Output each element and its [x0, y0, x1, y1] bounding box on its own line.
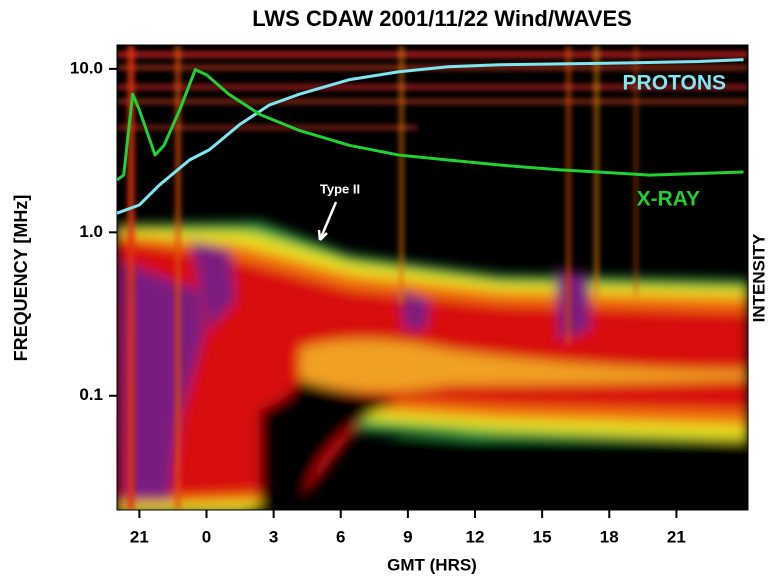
series-line [117, 68, 744, 182]
x-axis-label: GMT (HRS) [387, 555, 477, 574]
type-ii-annotation: Type II [320, 181, 360, 196]
x-tick-label: 21 [130, 527, 149, 546]
chart-title: LWS CDAW 2001/11/22 Wind/WAVES [252, 6, 632, 31]
y-tick-label: 10.0 [70, 58, 103, 77]
interference [117, 45, 748, 510]
x-tick-label: 18 [600, 527, 619, 546]
x-tick-label: 21 [667, 527, 686, 546]
x-tick-label: 9 [403, 527, 412, 546]
spectrogram [117, 45, 748, 510]
series-line [117, 58, 744, 215]
axes: 10.0 1.0 0.1 21 0 3 6 9 12 15 18 21 [70, 58, 686, 546]
series-label: X-RAY [637, 188, 700, 211]
x-tick-label: 3 [269, 527, 278, 546]
x-tick-label: 0 [202, 527, 211, 546]
plot-frame [116, 44, 749, 511]
intensity-label: INTENSITY [749, 233, 768, 322]
y-axis-label: FREQUENCY [MHz] [11, 195, 31, 362]
x-tick-label: 15 [533, 527, 552, 546]
y-tick-label: 1.0 [79, 222, 103, 241]
emission [117, 222, 748, 510]
series-label: PROTONS [623, 72, 726, 95]
y-tick-label: 0.1 [79, 385, 103, 404]
x-tick-label: 12 [466, 527, 485, 546]
x-tick-label: 6 [336, 527, 345, 546]
annotation-arrow [317, 201, 338, 241]
